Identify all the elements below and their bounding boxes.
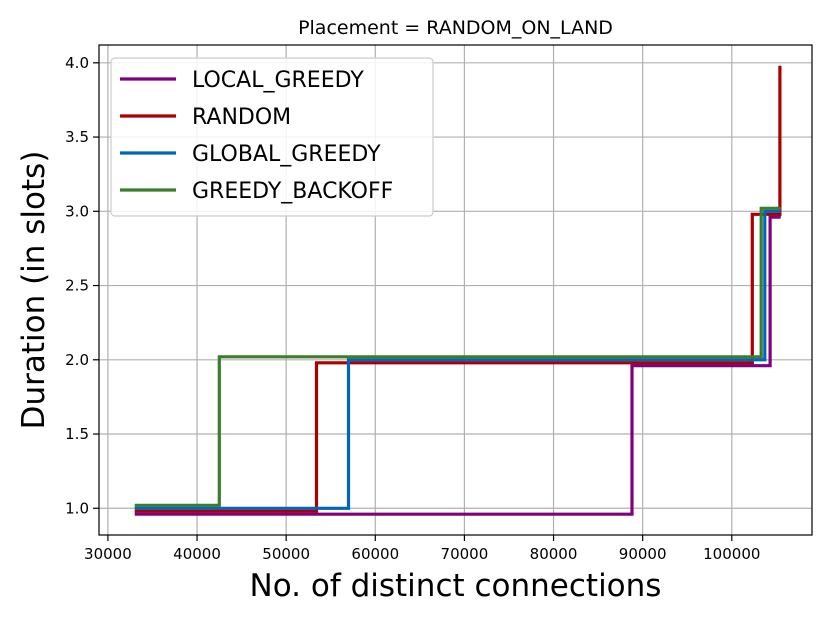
- legend-box: [110, 57, 434, 217]
- x-tick-label: 70000: [441, 545, 489, 563]
- axis-ticks: 30000 40000 50000 60000 70000 80000 90000 10000…: [65, 54, 760, 563]
- x-tick-label: 100000: [703, 545, 760, 563]
- series-line-random: [134, 65, 782, 513]
- x-tick-label: 40000: [173, 545, 221, 563]
- y-tick-label: 1.0: [65, 499, 89, 517]
- series-line-local-greedy: [134, 214, 781, 516]
- x-tick-label: 60000: [351, 545, 399, 563]
- y-tick-label: 1.5: [65, 425, 89, 443]
- y-tick-label: 4.0: [65, 54, 89, 72]
- x-tick-label: 50000: [262, 545, 310, 563]
- legend-label: RANDOM: [192, 105, 291, 130]
- chart-title: Placement = RANDOM_ON_LAND: [298, 17, 613, 39]
- x-axis-label: No. of distinct connections: [250, 568, 662, 604]
- y-tick-label: 2.0: [65, 351, 89, 369]
- x-tick-label: 90000: [619, 545, 667, 563]
- x-tick-label: 80000: [530, 545, 578, 563]
- series-line-greedy-backoff: [134, 206, 781, 507]
- y-axis-label: Duration (in slots): [16, 151, 52, 430]
- series-layer: [134, 65, 782, 516]
- legend-label: GLOBAL_GREEDY: [192, 142, 381, 167]
- plot-frame: [98, 44, 813, 536]
- x-tick-label: 30000: [84, 545, 132, 563]
- series-line-global-greedy: [134, 209, 781, 510]
- y-tick-label: 3.0: [65, 202, 89, 220]
- legend-label: LOCAL_GREEDY: [192, 68, 364, 93]
- legend: LOCAL_GREEDY RANDOM GLOBAL_GREEDY GREEDY_BA…: [110, 57, 434, 217]
- y-tick-label: 2.5: [65, 277, 89, 295]
- y-tick-label: 3.5: [65, 128, 89, 146]
- legend-label: GREEDY_BACKOFF: [192, 179, 393, 204]
